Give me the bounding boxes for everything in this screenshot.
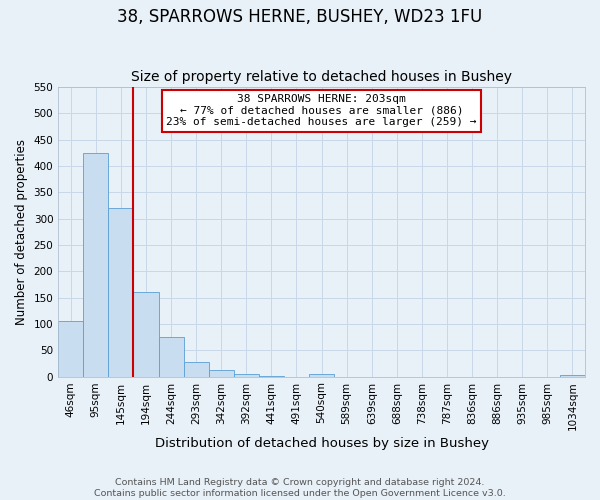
Bar (58, 322, 83, 376)
Bar (234, 374, 259, 376)
Bar (209, 370, 234, 376)
Title: Size of property relative to detached houses in Bushey: Size of property relative to detached ho… (131, 70, 512, 85)
Bar (158, 337, 184, 376)
Y-axis label: Number of detached properties: Number of detached properties (15, 139, 28, 325)
X-axis label: Distribution of detached houses by size in Bushey: Distribution of detached houses by size … (155, 437, 488, 450)
Bar (133, 292, 158, 376)
Text: 38, SPARROWS HERNE, BUSHEY, WD23 1FU: 38, SPARROWS HERNE, BUSHEY, WD23 1FU (118, 8, 482, 26)
Bar (560, 375, 585, 376)
Bar (83, 153, 109, 376)
Text: 38 SPARROWS HERNE: 203sqm
← 77% of detached houses are smaller (886)
23% of semi: 38 SPARROWS HERNE: 203sqm ← 77% of detac… (166, 94, 477, 128)
Text: Contains HM Land Registry data © Crown copyright and database right 2024.
Contai: Contains HM Land Registry data © Crown c… (94, 478, 506, 498)
Bar (309, 374, 334, 376)
Bar (184, 362, 209, 376)
Bar (109, 208, 133, 376)
